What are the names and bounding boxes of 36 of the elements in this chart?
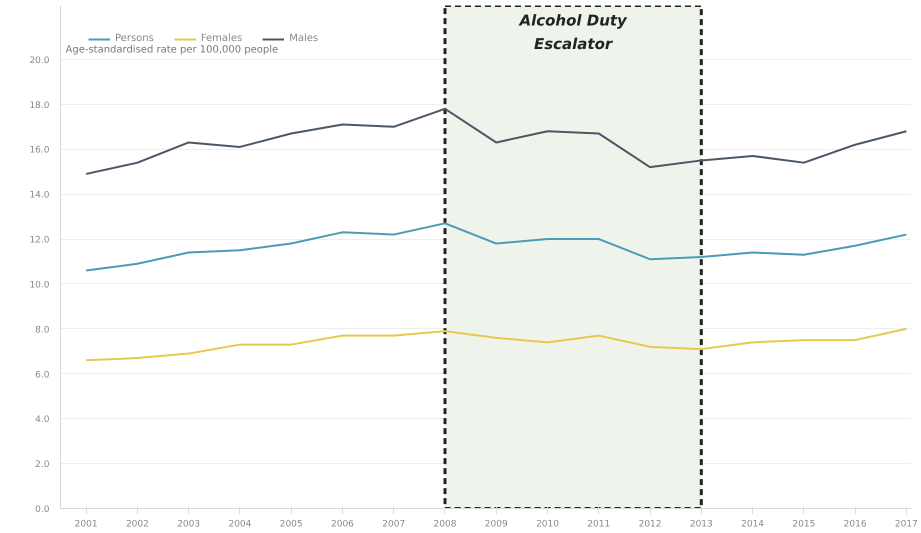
- x-tick-label: 2005: [280, 520, 303, 530]
- line-series: [85, 222, 908, 272]
- x-tick-label: 2011: [587, 520, 610, 530]
- x-tick-label: 2014: [741, 520, 764, 530]
- band-label: Alcohol Duty Escalator: [518, 12, 628, 53]
- legend-label: Females: [200, 33, 242, 44]
- line-series: [85, 328, 908, 362]
- x-tick-label: 2009: [484, 520, 508, 530]
- y-axis-title: Age-standardised rate per 100,000 people: [66, 44, 278, 56]
- x-tick-label: 2016: [844, 520, 867, 530]
- y-tick-label: 2.0: [35, 460, 50, 470]
- y-tick-label: 8.0: [35, 325, 50, 336]
- y-tick-label: 18.0: [29, 100, 50, 111]
- x-tick-label: 2004: [228, 520, 252, 530]
- y-tick-label: 14.0: [29, 190, 50, 201]
- y-tick-label: 12.0: [29, 236, 50, 246]
- line-series: [85, 108, 908, 175]
- y-tick-label: 0.0: [35, 505, 50, 515]
- x-tick-label: 2003: [177, 520, 200, 530]
- y-tick-label: 10.0: [29, 280, 50, 290]
- x-tick-label: 2012: [638, 520, 662, 530]
- x-tick-label: 2015: [792, 520, 816, 530]
- x-tick-label: 2013: [690, 520, 713, 530]
- y-tick-label: 20.0: [29, 56, 50, 66]
- y-tick-label: 16.0: [29, 146, 50, 156]
- x-tick-label: 2008: [434, 520, 457, 530]
- legend-label: Persons: [115, 33, 154, 44]
- x-tick-label: 2017: [894, 520, 918, 530]
- y-tick-label: 6.0: [35, 370, 50, 380]
- x-tick-label: 2007: [382, 520, 406, 530]
- legend-label: Males: [289, 33, 318, 44]
- x-tick-label: 2006: [331, 520, 354, 530]
- x-tick-label: 2010: [536, 520, 560, 530]
- y-tick-label: 4.0: [35, 415, 50, 426]
- x-tick-label: 2001: [74, 520, 98, 530]
- x-tick-label: 2002: [126, 520, 149, 530]
